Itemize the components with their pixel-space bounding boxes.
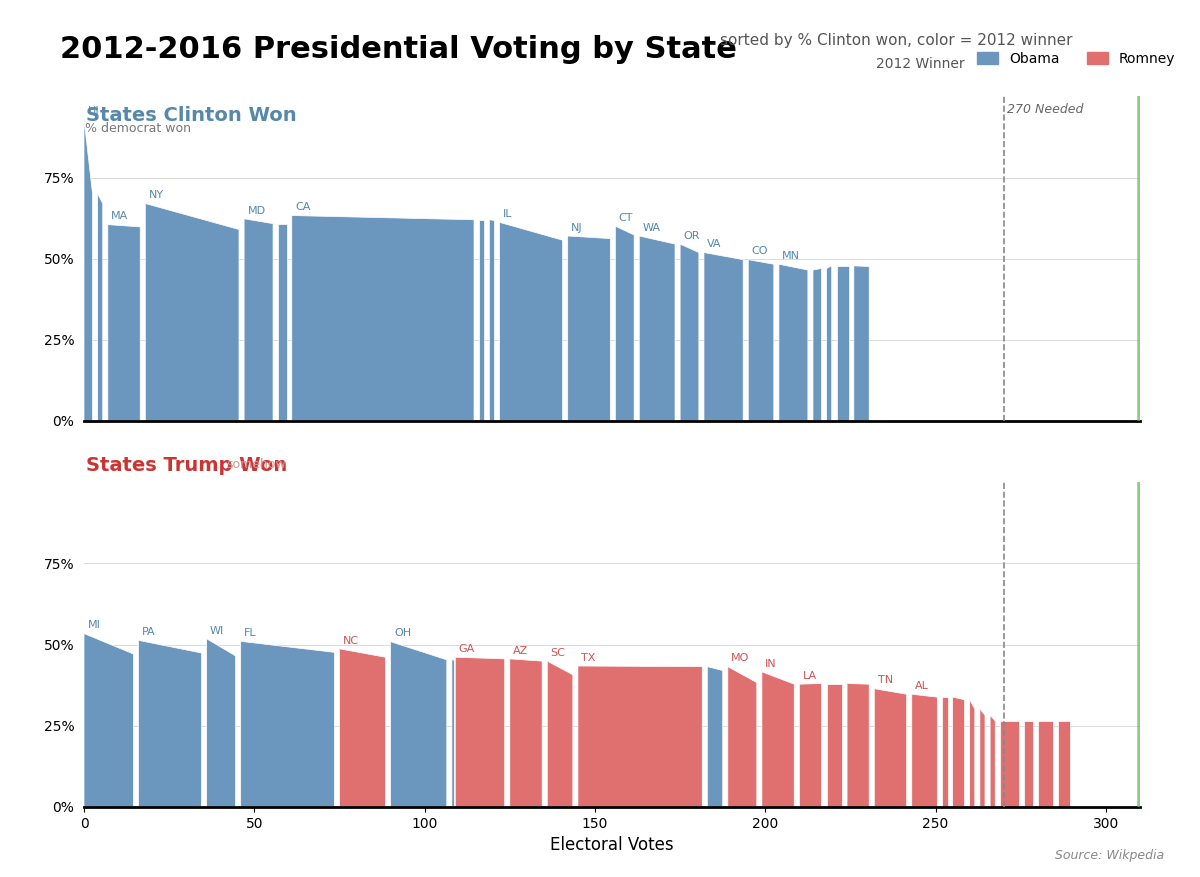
Legend: Obama, Romney: Obama, Romney bbox=[971, 46, 1181, 72]
Text: HI: HI bbox=[88, 106, 100, 116]
Polygon shape bbox=[479, 220, 485, 421]
Polygon shape bbox=[1001, 721, 1019, 807]
Polygon shape bbox=[510, 659, 542, 807]
Text: IL: IL bbox=[503, 209, 512, 219]
Polygon shape bbox=[728, 667, 757, 807]
Text: PA: PA bbox=[142, 627, 156, 637]
Polygon shape bbox=[241, 641, 335, 807]
Polygon shape bbox=[108, 225, 140, 421]
Text: Source: Wikpedia: Source: Wikpedia bbox=[1055, 850, 1164, 862]
Text: AL: AL bbox=[916, 681, 929, 691]
Polygon shape bbox=[779, 264, 808, 421]
Polygon shape bbox=[97, 194, 103, 421]
Polygon shape bbox=[847, 683, 869, 807]
Text: FL: FL bbox=[244, 628, 257, 638]
Polygon shape bbox=[1024, 721, 1033, 807]
Polygon shape bbox=[827, 266, 832, 421]
Polygon shape bbox=[942, 697, 948, 807]
Polygon shape bbox=[762, 672, 794, 807]
Polygon shape bbox=[990, 716, 995, 807]
Text: CT: CT bbox=[619, 213, 634, 223]
Polygon shape bbox=[145, 203, 239, 421]
Text: 2012-2016 Presidential Voting by State: 2012-2016 Presidential Voting by State bbox=[60, 35, 737, 64]
Polygon shape bbox=[455, 657, 505, 807]
Polygon shape bbox=[1038, 721, 1054, 807]
Text: 2012 Winner: 2012 Winner bbox=[876, 57, 965, 71]
Polygon shape bbox=[578, 666, 702, 807]
Text: IN: IN bbox=[766, 659, 776, 668]
Polygon shape bbox=[953, 697, 965, 807]
Text: SC: SC bbox=[551, 648, 565, 658]
Text: NJ: NJ bbox=[571, 223, 583, 232]
Polygon shape bbox=[875, 688, 907, 807]
Polygon shape bbox=[616, 226, 634, 421]
Text: % democrat won: % democrat won bbox=[85, 123, 191, 135]
Polygon shape bbox=[836, 266, 848, 421]
Text: MN: MN bbox=[782, 251, 800, 261]
Polygon shape bbox=[704, 253, 743, 421]
Polygon shape bbox=[749, 260, 774, 421]
Text: TX: TX bbox=[581, 652, 595, 663]
Polygon shape bbox=[390, 642, 446, 807]
Text: MI: MI bbox=[88, 620, 101, 631]
Polygon shape bbox=[970, 700, 974, 807]
Polygon shape bbox=[206, 638, 235, 807]
Polygon shape bbox=[84, 119, 92, 421]
Polygon shape bbox=[707, 667, 722, 807]
Polygon shape bbox=[490, 220, 494, 421]
Text: VA: VA bbox=[707, 239, 722, 249]
Text: MO: MO bbox=[731, 653, 750, 663]
Polygon shape bbox=[799, 683, 822, 807]
Text: OR: OR bbox=[684, 231, 700, 241]
Text: CA: CA bbox=[295, 203, 311, 212]
Polygon shape bbox=[812, 268, 822, 421]
Polygon shape bbox=[138, 640, 202, 807]
Text: AZ: AZ bbox=[514, 645, 528, 656]
Polygon shape bbox=[340, 649, 385, 807]
Text: sorted by % Clinton won, color = 2012 winner: sorted by % Clinton won, color = 2012 wi… bbox=[720, 33, 1073, 48]
Text: States Trump Won: States Trump Won bbox=[86, 456, 287, 475]
Polygon shape bbox=[292, 216, 474, 421]
Polygon shape bbox=[547, 661, 572, 807]
Polygon shape bbox=[84, 633, 133, 807]
Text: GA: GA bbox=[458, 644, 475, 654]
Text: MA: MA bbox=[112, 211, 128, 221]
Text: WA: WA bbox=[643, 223, 661, 232]
Polygon shape bbox=[244, 218, 274, 421]
Text: CO: CO bbox=[751, 246, 768, 256]
Text: TN: TN bbox=[877, 675, 893, 686]
Polygon shape bbox=[854, 266, 869, 421]
X-axis label: Electoral Votes: Electoral Votes bbox=[550, 836, 674, 854]
Text: MD: MD bbox=[247, 205, 265, 216]
Polygon shape bbox=[278, 224, 287, 421]
Text: NC: NC bbox=[343, 636, 359, 645]
Polygon shape bbox=[980, 709, 985, 807]
Text: NY: NY bbox=[149, 190, 164, 200]
Text: 270 Needed: 270 Needed bbox=[1007, 103, 1084, 116]
Text: somehow: somehow bbox=[227, 458, 287, 471]
Text: OH: OH bbox=[394, 629, 412, 638]
Polygon shape bbox=[680, 244, 698, 421]
Polygon shape bbox=[452, 660, 455, 807]
Polygon shape bbox=[912, 695, 937, 807]
Polygon shape bbox=[1058, 721, 1070, 807]
Polygon shape bbox=[827, 683, 842, 807]
Polygon shape bbox=[568, 236, 611, 421]
Polygon shape bbox=[640, 236, 676, 421]
Text: States Clinton Won: States Clinton Won bbox=[86, 106, 296, 125]
Text: LA: LA bbox=[803, 671, 817, 681]
Polygon shape bbox=[499, 223, 563, 421]
Text: WI: WI bbox=[210, 625, 224, 636]
